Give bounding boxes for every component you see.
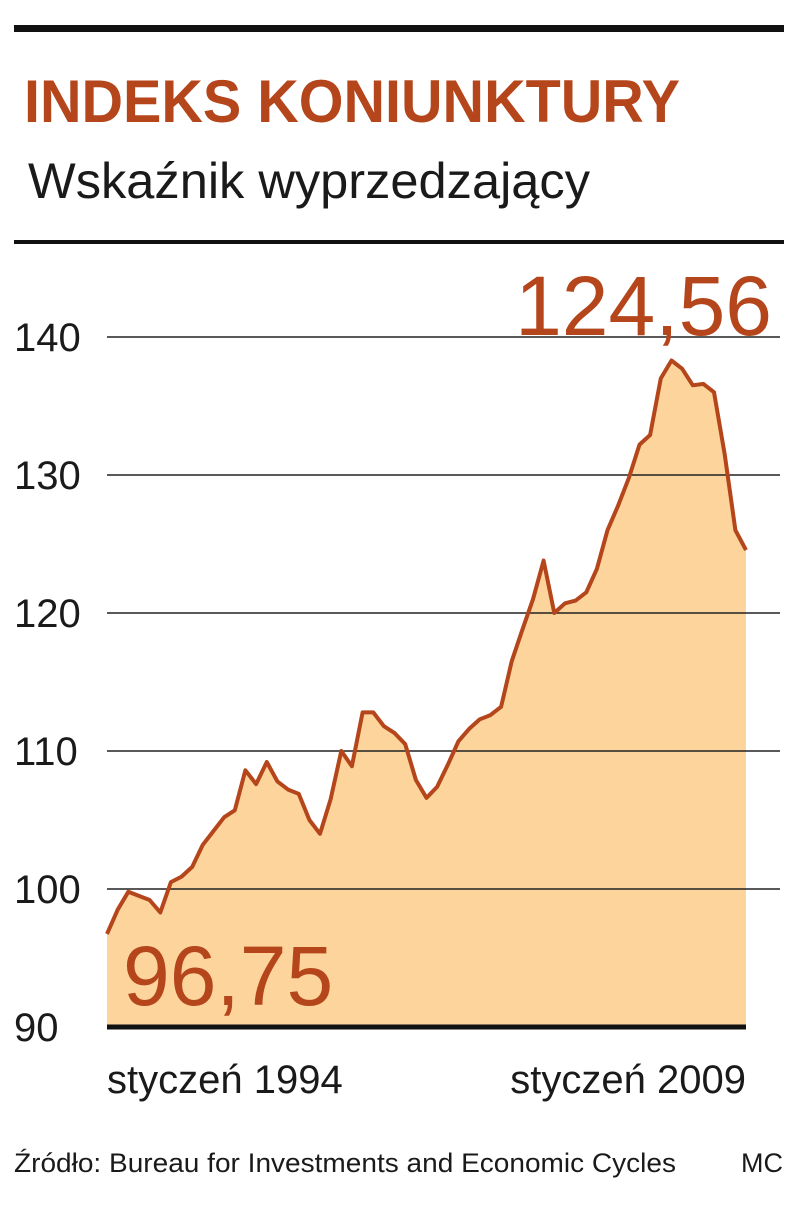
x-tick-label: styczeń 2009 [510,1058,746,1102]
value-label: 96,75 [123,929,333,1023]
y-tick-label: 100 [14,868,81,912]
header-rule [14,240,784,244]
x-tick-label: styczeń 1994 [107,1058,343,1102]
y-tick-label: 90 [14,1006,59,1050]
data-line [105,358,748,935]
y-tick-label: 130 [14,454,81,498]
y-tick-label: 140 [14,316,81,360]
chart-title: INDEKS KONIUNKTURY [24,68,680,135]
y-tick-label: 120 [14,592,81,636]
area-fill [107,360,746,1027]
source-note: Źródło: Bureau for Investments and Econo… [14,1148,676,1178]
top-rule [14,25,784,32]
credit: MC [741,1148,783,1178]
y-tick-label: 110 [14,730,78,774]
chart-subtitle: Wskaźnik wyprzedzający [28,153,590,209]
value-label: 124,56 [515,259,772,353]
